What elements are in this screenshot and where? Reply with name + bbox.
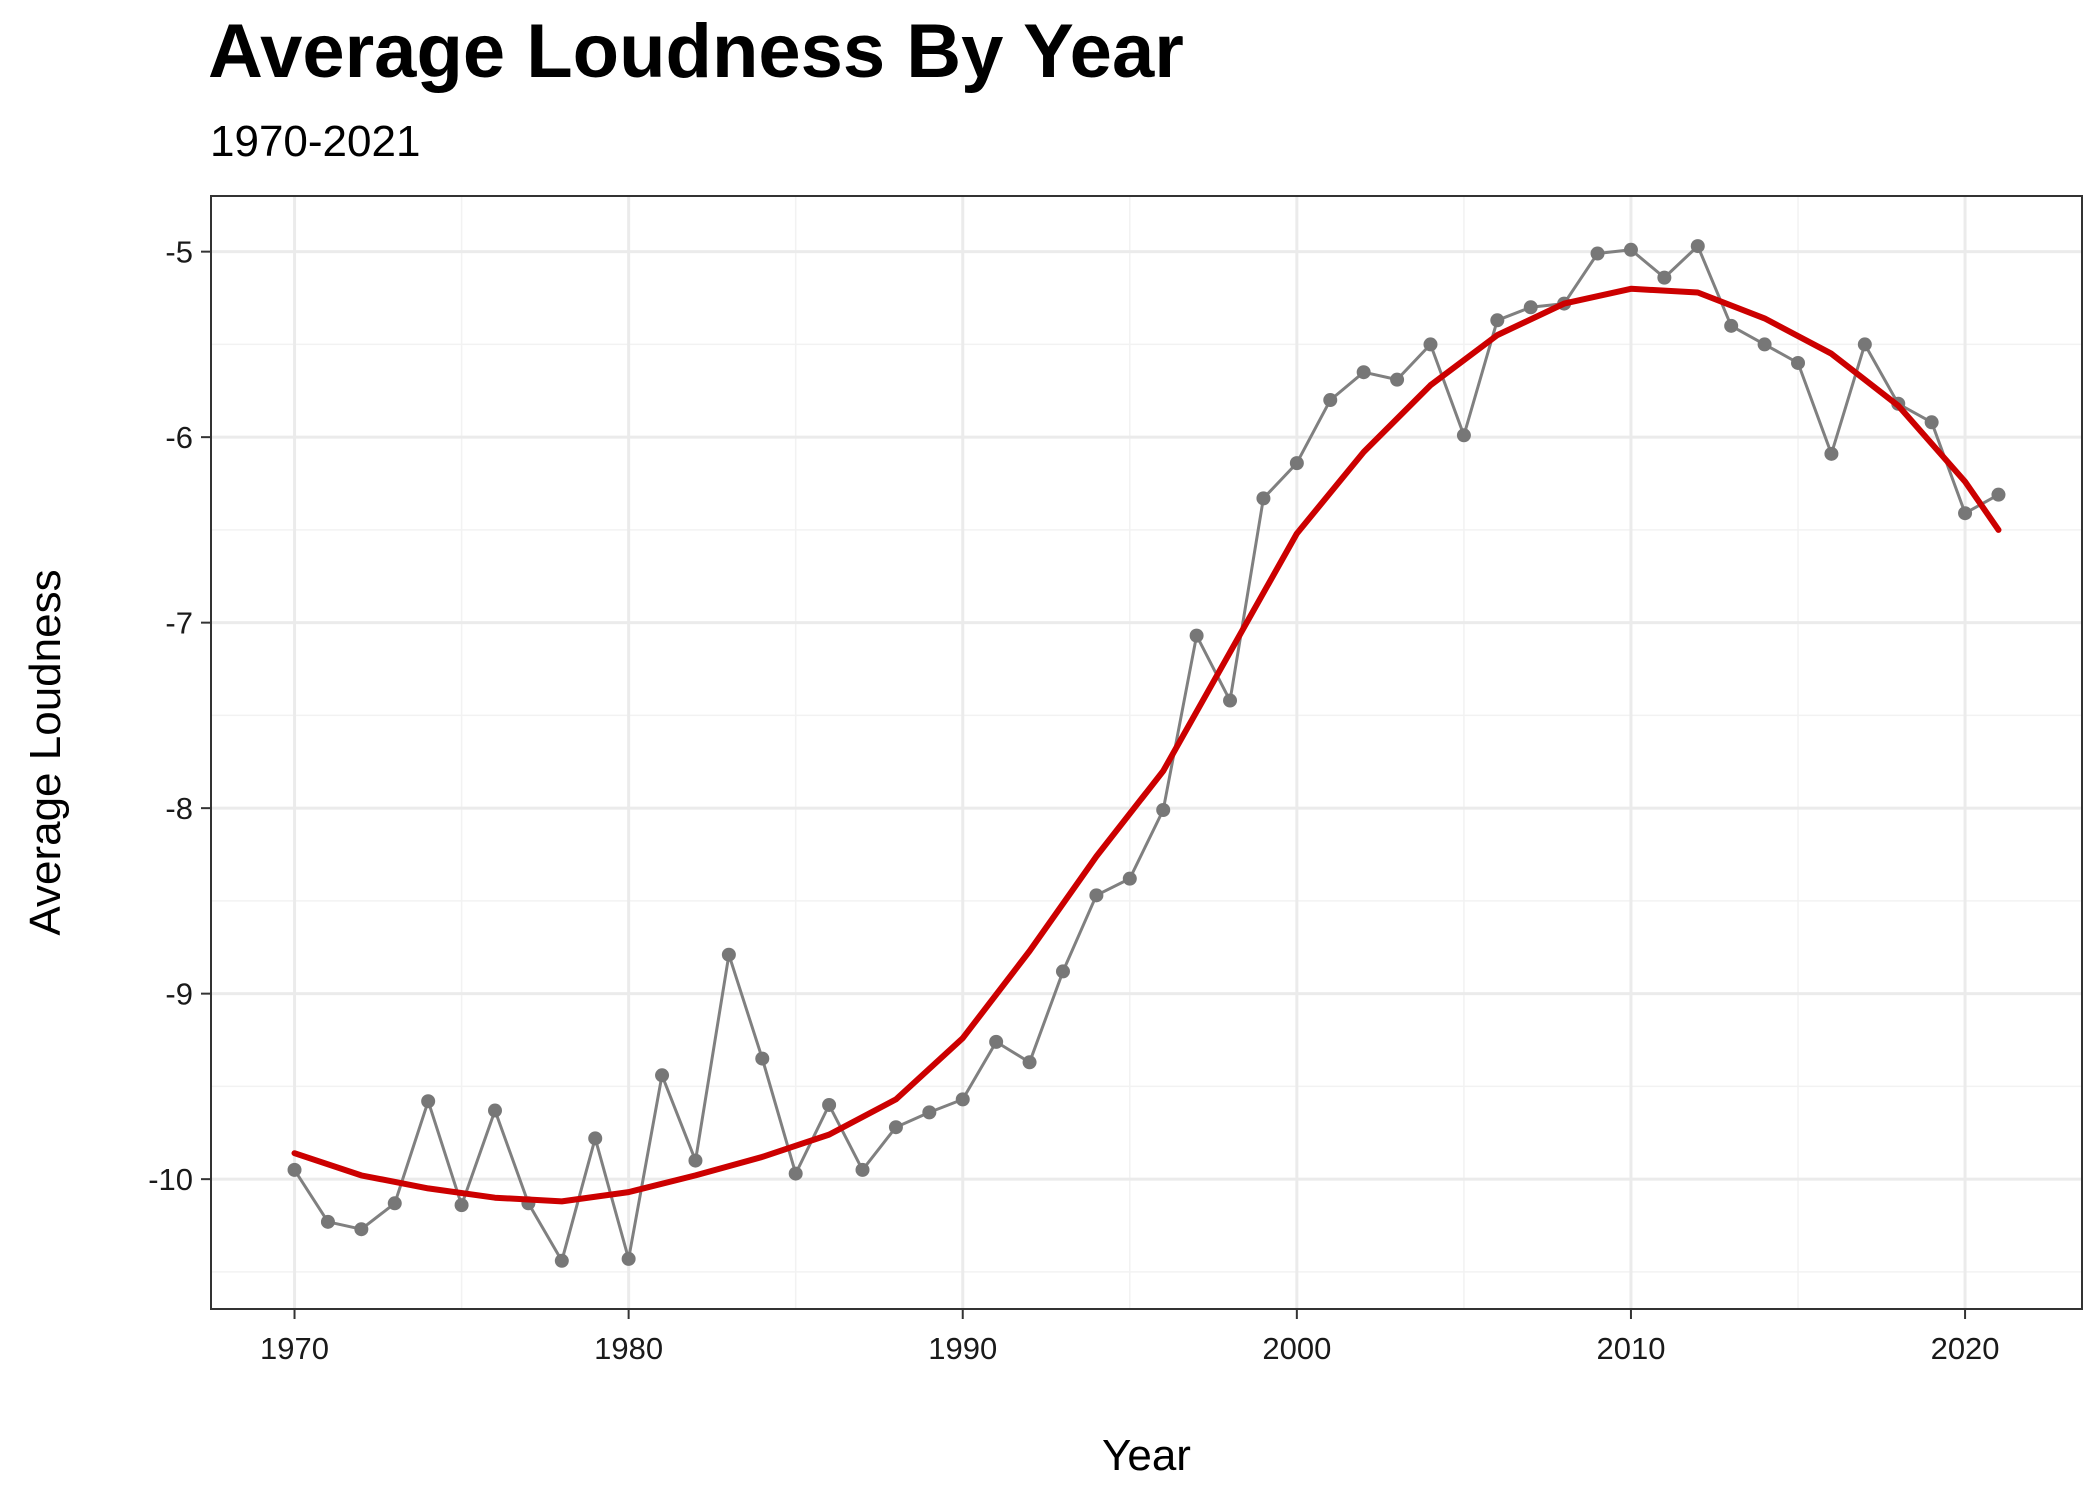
- y-tick-label: -8: [165, 791, 193, 826]
- data-point: [1055, 964, 1070, 979]
- data-point: [688, 1153, 703, 1168]
- data-point: [387, 1196, 402, 1211]
- data-point: [1089, 888, 1104, 903]
- data-point: [1523, 300, 1538, 315]
- series-layer: [287, 239, 2006, 1268]
- data-point: [1022, 1055, 1037, 1070]
- y-tick-label: -10: [148, 1162, 193, 1197]
- data-point: [888, 1120, 903, 1135]
- data-point: [320, 1214, 335, 1229]
- data-point: [454, 1198, 469, 1213]
- data-point: [1156, 803, 1171, 818]
- data-point: [1924, 415, 1939, 430]
- data-point: [655, 1068, 670, 1083]
- x-tick-label: 1970: [260, 1331, 329, 1366]
- plot-panel-border: [210, 195, 2083, 1310]
- data-point: [1189, 628, 1204, 643]
- data-point: [1256, 491, 1271, 506]
- x-tick-label: 2020: [1931, 1331, 2000, 1366]
- data-point: [1958, 506, 1973, 521]
- x-tick-label: 1990: [928, 1331, 997, 1366]
- y-tick-label: -7: [165, 606, 193, 641]
- data-point: [788, 1166, 803, 1181]
- data-point: [487, 1103, 502, 1118]
- data-point: [1791, 355, 1806, 370]
- data-point: [1490, 313, 1505, 328]
- data-point: [287, 1162, 302, 1177]
- x-tick-label: 2000: [1262, 1331, 1331, 1366]
- data-point: [1991, 487, 2006, 502]
- axis-layer: 1970 1980 1990 2000 2010 2020 -10 -9 -8 -7 -6 -5: [148, 235, 1999, 1366]
- data-point: [1724, 318, 1739, 333]
- data-point: [554, 1253, 569, 1268]
- y-tick-label: -5: [165, 235, 193, 270]
- grid-layer: [211, 196, 2082, 1309]
- data-point: [955, 1092, 970, 1107]
- data-point: [1456, 428, 1471, 443]
- data-point: [1857, 337, 1872, 352]
- y-tick-label: -9: [165, 977, 193, 1012]
- data-point: [1122, 871, 1137, 886]
- data-point: [1323, 393, 1338, 408]
- data-point: [421, 1094, 436, 1109]
- data-point: [1423, 337, 1438, 352]
- data-point: [989, 1034, 1004, 1049]
- data-point: [1824, 446, 1839, 461]
- data-point: [621, 1251, 636, 1266]
- data-point: [721, 947, 736, 962]
- data-point: [1623, 242, 1638, 257]
- x-tick-label: 2010: [1596, 1331, 1665, 1366]
- chart-title: Average Loudness By Year: [208, 9, 1184, 94]
- smooth-trend-line: [291, 285, 2002, 1205]
- data-point: [1356, 365, 1371, 380]
- data-point: [1590, 246, 1605, 261]
- chart-subtitle: 1970-2021: [210, 117, 421, 166]
- loudness-series-line: [293, 244, 2000, 1263]
- data-point: [588, 1131, 603, 1146]
- data-point: [755, 1051, 770, 1066]
- x-tick-label: 1980: [594, 1331, 663, 1366]
- data-point: [922, 1105, 937, 1120]
- data-point: [1223, 693, 1238, 708]
- data-point: [1757, 337, 1772, 352]
- data-point: [1289, 456, 1304, 471]
- data-point: [1690, 239, 1705, 254]
- y-tick-label: -6: [165, 420, 193, 455]
- data-point: [1657, 270, 1672, 285]
- x-axis-title: Year: [1102, 1431, 1191, 1480]
- data-point: [354, 1222, 369, 1237]
- data-point: [822, 1097, 837, 1112]
- data-point: [1390, 372, 1405, 387]
- data-point: [855, 1162, 870, 1177]
- y-axis-title: Average Loudness: [21, 569, 70, 935]
